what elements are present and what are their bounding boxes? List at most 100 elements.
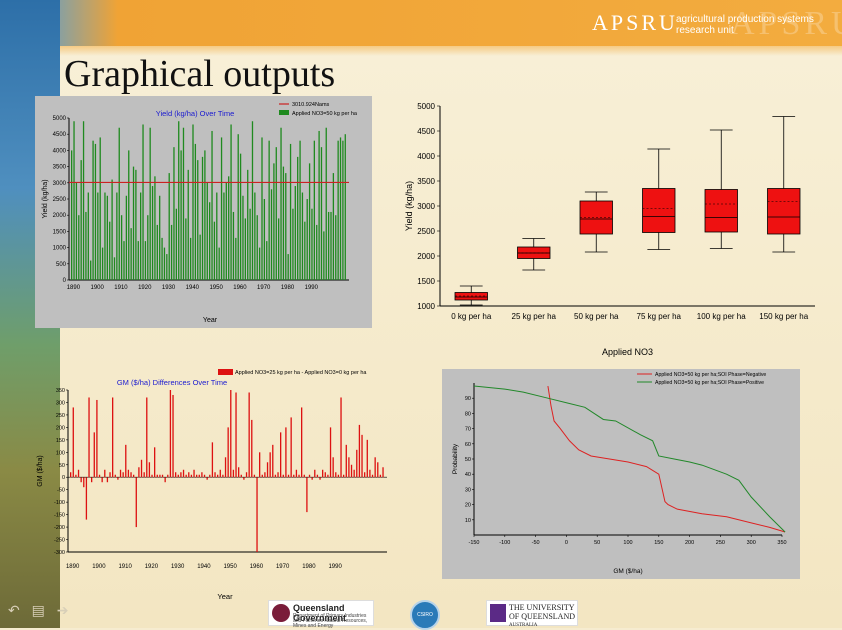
y-tick-label: 4000 — [53, 148, 67, 154]
y-tick-label: 350 — [56, 388, 65, 394]
yield-bar — [251, 121, 254, 281]
menu-icon[interactable]: ▤ — [31, 602, 45, 618]
yield-bar — [87, 192, 89, 280]
gm-difference-bar — [224, 457, 227, 478]
x-tick-label: 1920 — [138, 285, 152, 291]
uq-logo-line3: AUSTRALIA — [509, 623, 538, 628]
chart-background — [442, 369, 800, 579]
gm-difference-bar — [251, 419, 253, 478]
yield-bar — [197, 160, 199, 280]
y-tick-label: -200 — [54, 525, 65, 531]
queensland-crest-icon — [272, 604, 290, 622]
y-tick-label: 20 — [465, 503, 471, 509]
gm-difference-bar — [303, 474, 305, 478]
legend-mean-label: 3010.924Nams — [292, 102, 330, 108]
yield-bar — [182, 127, 185, 280]
yield-bar — [90, 260, 92, 280]
yield-bar — [104, 192, 106, 280]
gm-difference-bar — [182, 469, 185, 478]
yield-boxplot-panel: 1000 1500 2000 2500 3000 3500 4000 4500 5000 0 kg… — [400, 98, 818, 360]
yield-bar — [242, 195, 244, 280]
yield-bar — [142, 124, 144, 280]
gm-difference-bar — [83, 477, 85, 488]
gm-difference-bar — [245, 472, 248, 478]
gm-difference-bar — [353, 469, 355, 478]
yield-bar — [261, 137, 263, 280]
x-tick-label: 1910 — [114, 285, 128, 291]
y-tick-label: 2000 — [53, 213, 67, 219]
y-tick-label: 250 — [56, 413, 65, 419]
yield-bar — [149, 127, 151, 280]
uq-logo-text: THE UNIVERSITY OF QUEENSLAND AUSTRALIA — [509, 603, 575, 630]
x-axis-label: GM ($/ha) — [613, 568, 642, 575]
gm-difference-bar — [366, 439, 368, 478]
y-tick-label: 3500 — [417, 177, 435, 186]
yield-bar — [216, 192, 218, 280]
y-tick-label: 2500 — [417, 227, 435, 236]
y-tick-label: 80 — [465, 411, 471, 417]
gm-differences-chart: -300 -250 -200 -150 -100 -50 0 50 100 150 200 250 30… — [37, 369, 387, 601]
gm-difference-bar — [382, 467, 384, 478]
page-title: Graphical outputs — [64, 53, 336, 95]
forward-arrow-icon[interactable]: ➔ — [56, 602, 69, 618]
y-tick-label: 5000 — [53, 116, 67, 122]
x-tick-label: 1990 — [328, 564, 342, 570]
gm-difference-bar — [301, 407, 303, 478]
yield-bar — [85, 211, 87, 280]
y-tick-label: 200 — [56, 425, 65, 431]
gm-difference-bar — [350, 464, 353, 478]
box-iqr — [767, 188, 801, 235]
qld-logo-subtitle: Department of Primary Industries and Fis… — [293, 613, 368, 629]
back-arrow-icon[interactable]: ↶ — [8, 602, 20, 618]
x-tick-label: 1980 — [281, 285, 295, 291]
x-tick-label: 350 — [777, 540, 786, 546]
yield-bar — [299, 140, 301, 280]
x-tick-label: 1970 — [257, 285, 271, 291]
gm-difference-bar — [311, 477, 313, 480]
x-tick-label: 1910 — [118, 564, 132, 570]
yield-bar — [280, 127, 282, 280]
y-tick-label: 60 — [465, 442, 471, 448]
gm-differences-panel: -300 -250 -200 -150 -100 -50 0 50 100 150 200 250 30… — [30, 364, 400, 602]
yield-bar — [75, 182, 78, 280]
y-axis-label: Probability — [452, 443, 459, 474]
gm-difference-bar — [206, 477, 208, 480]
gm-difference-bar — [193, 469, 195, 478]
gm-difference-bar — [222, 474, 224, 478]
probability-series-line — [547, 385, 786, 533]
x-tick-label: 50 — [594, 540, 600, 546]
yield-bar — [163, 247, 166, 280]
yield-bar — [123, 241, 125, 280]
yield-bar — [94, 143, 97, 280]
gm-difference-bar — [364, 472, 366, 478]
gm-difference-bar — [185, 474, 187, 478]
gm-difference-bar — [371, 474, 374, 478]
gm-difference-bar — [377, 462, 379, 478]
yield-bar — [320, 147, 323, 280]
gm-difference-bar — [148, 462, 151, 478]
yield-bar — [289, 143, 292, 280]
gm-difference-bar — [96, 399, 98, 478]
gm-difference-bar — [335, 472, 337, 478]
legend-bar-label: Applied NO3=25 kg per ha - Applied NO3=0… — [235, 370, 367, 376]
yield-bar — [239, 153, 242, 280]
yield-bar — [199, 234, 201, 280]
gm-difference-bar — [138, 467, 140, 478]
yield-bar — [204, 150, 206, 280]
legend-bar-label: Applied NO3=50 kg per ha — [292, 111, 358, 117]
slide-navigation: ↶ ▤ ➔ — [8, 602, 76, 619]
x-tick-label: 25 kg per ha — [512, 312, 557, 321]
x-tick-label: 1960 — [233, 285, 247, 291]
yield-bar — [92, 140, 94, 280]
gm-difference-bar — [290, 417, 292, 478]
gm-difference-bar — [70, 472, 72, 478]
gm-difference-bar — [119, 469, 122, 478]
brand-ghost-text: APSRU — [730, 5, 842, 42]
yield-over-time-chart: 0 500 1000 1500 2000 2500 3000 3500 4000 4500 5000… — [35, 96, 372, 328]
yield-bar — [156, 224, 158, 280]
gm-difference-bar — [274, 474, 277, 478]
yield-bar — [161, 237, 163, 280]
yield-bar — [285, 173, 287, 280]
yield-bar — [101, 247, 104, 280]
yield-bar — [220, 137, 223, 280]
